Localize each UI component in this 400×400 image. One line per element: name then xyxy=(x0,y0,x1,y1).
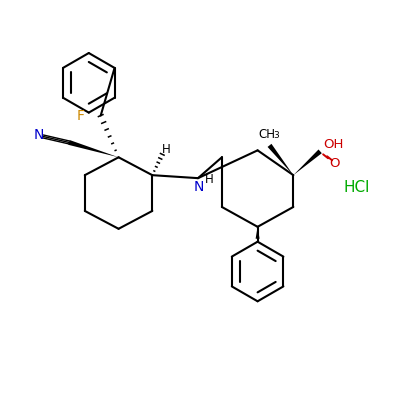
Text: F: F xyxy=(77,108,85,122)
Text: N: N xyxy=(194,180,204,194)
Text: OH: OH xyxy=(323,138,343,151)
Text: 3: 3 xyxy=(274,131,279,140)
Text: H: H xyxy=(162,143,171,156)
Text: CH: CH xyxy=(258,128,275,141)
Polygon shape xyxy=(256,227,260,239)
Text: O: O xyxy=(329,157,339,170)
Text: HCl: HCl xyxy=(344,180,370,194)
Text: N: N xyxy=(34,128,44,142)
Polygon shape xyxy=(268,144,293,175)
Polygon shape xyxy=(293,150,322,175)
Polygon shape xyxy=(68,140,118,157)
Text: H: H xyxy=(204,173,213,186)
